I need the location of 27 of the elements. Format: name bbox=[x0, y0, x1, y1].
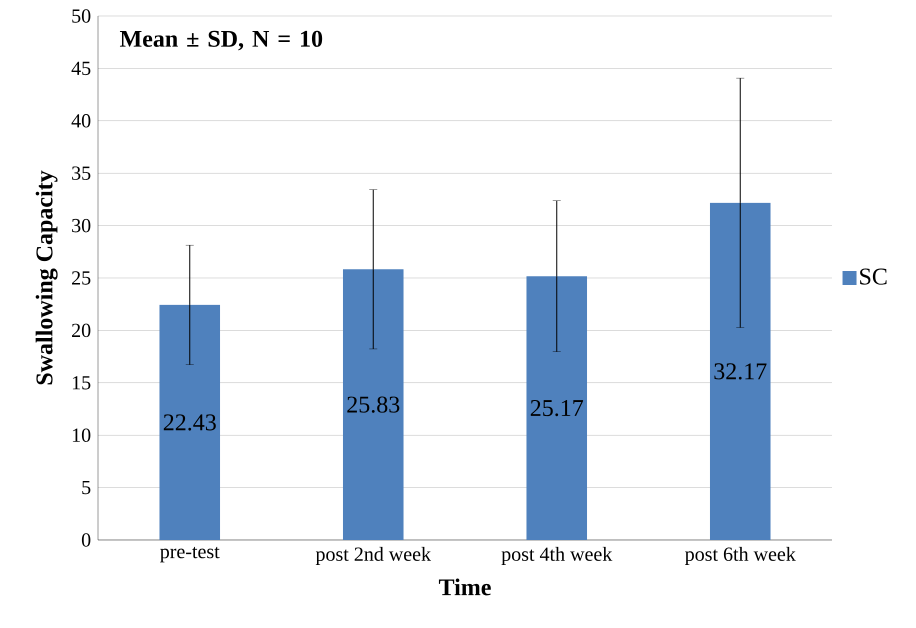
y-tick-label: 5 bbox=[82, 480, 90, 494]
annotation: Mean ± SD, N = 10 bbox=[120, 30, 322, 50]
data-label: 25.83 bbox=[347, 396, 400, 413]
y-tick-label: 30 bbox=[72, 218, 90, 232]
y-axis-title: Swallowing Capacity bbox=[36, 170, 58, 384]
data-label: 32.17 bbox=[714, 363, 767, 380]
y-tick-label: 10 bbox=[72, 428, 90, 442]
y-tick-label: 45 bbox=[72, 62, 90, 76]
bar bbox=[159, 304, 220, 540]
y-tick-label: 20 bbox=[72, 324, 90, 338]
x-tick-label: post 4th week bbox=[502, 546, 612, 565]
data-label: 22.43 bbox=[164, 414, 216, 431]
legend-label: SC bbox=[860, 268, 887, 285]
x-tick-label: post 6th week bbox=[685, 546, 796, 565]
bar bbox=[526, 276, 588, 540]
x-tick-label: post 2nd week bbox=[316, 546, 432, 565]
x-tick-label: pre-test bbox=[160, 546, 220, 562]
y-tick-label: 35 bbox=[72, 166, 90, 180]
data-label: 25.17 bbox=[530, 400, 584, 416]
y-tick-label: 50 bbox=[72, 9, 90, 23]
y-tick-label: 40 bbox=[72, 114, 90, 128]
bar bbox=[710, 202, 771, 540]
y-tick-label: 15 bbox=[72, 376, 90, 390]
x-axis-title: Time bbox=[438, 578, 491, 596]
y-tick-label: 25 bbox=[72, 271, 90, 285]
bar bbox=[342, 269, 404, 540]
y-tick-label: 0 bbox=[82, 533, 90, 547]
